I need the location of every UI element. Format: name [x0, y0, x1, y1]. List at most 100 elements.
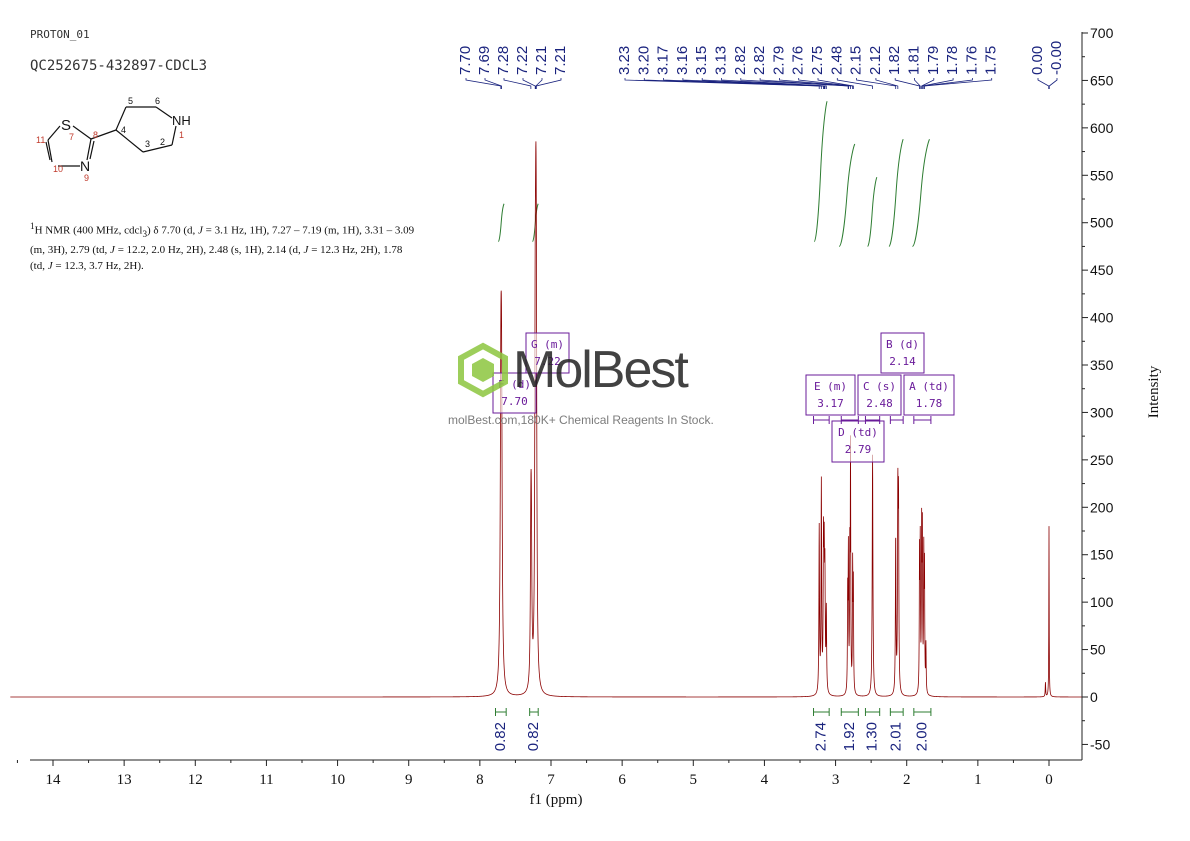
peak-leader-line	[798, 78, 854, 89]
atom-number-9: 9	[84, 173, 89, 183]
atom-number-5: 5	[128, 96, 133, 106]
desc-part-5: = 12.3 Hz, 2H), 1.78 (td,	[30, 243, 403, 272]
atom-number-4: 4	[121, 125, 126, 135]
peak-label: 2.76	[790, 46, 807, 75]
coupling-j: J	[303, 243, 309, 256]
peak-leader-line	[643, 78, 822, 89]
peak-label: 7.21	[533, 46, 550, 75]
y-tick-label: 700	[1090, 25, 1114, 41]
coupling-j: J	[110, 243, 115, 256]
x-tick-label: 8	[476, 772, 484, 788]
integral-value: 0.82	[492, 722, 509, 751]
integral-value: 2.00	[913, 722, 930, 751]
peak-leader-line	[836, 78, 873, 89]
multiplet-label: D (td)	[838, 426, 878, 439]
spectrum-line	[10, 141, 1082, 698]
y-tick-label: 400	[1090, 310, 1114, 326]
multiplet-ppm: 2.79	[845, 443, 872, 456]
peak-leader-line	[484, 78, 502, 89]
y-tick-label: 550	[1090, 167, 1114, 183]
desc-part-4: = 12.2, 2.0 Hz, 2H), 2.48 (s, 1H), 2.14 …	[114, 243, 304, 256]
multiplet-label: B (d)	[886, 338, 919, 351]
coupling-j: J	[198, 224, 203, 237]
peak-leader-line	[921, 78, 935, 89]
atom-numbers: 1 2 3 4 5 6 7 8 9 10 11	[36, 96, 184, 183]
peak-leader-line	[921, 78, 954, 89]
multiplet-box	[880, 332, 925, 374]
peak-leader-line	[923, 78, 973, 89]
x-tick-label: 12	[188, 772, 203, 788]
nmr-description: 1H NMR (400 MHz, cdcl3) δ 7.70 (d, J = 3…	[30, 218, 420, 274]
multiplet-ppm: 7.22	[534, 355, 561, 368]
multiplet-label: E (m)	[814, 380, 847, 393]
y-tick-label: -50	[1090, 736, 1110, 752]
peak-label: 0.00	[1029, 46, 1046, 75]
y-tick-label: 350	[1090, 357, 1114, 373]
watermark-tagline: molBest.com,180K+ Chemical Reagents In S…	[448, 413, 714, 427]
y-tick-label: 100	[1090, 594, 1114, 610]
integral-value: 1.92	[841, 722, 858, 751]
multiplet-ppm: 1.78	[916, 397, 943, 410]
x-axis-label: f1 (ppm)	[530, 792, 583, 808]
molecule-structure	[45, 106, 177, 167]
multiplet-label: A (td)	[909, 380, 949, 393]
integral-value: 2.01	[888, 722, 905, 751]
y-tick-label: 500	[1090, 215, 1114, 231]
y-tick-label: 0	[1090, 689, 1098, 705]
peak-label: 3.20	[635, 46, 652, 75]
peak-label: 7.22	[514, 46, 531, 75]
y-tick-label: 300	[1090, 404, 1114, 420]
atom-nh: NH	[172, 113, 191, 128]
y-axis: -50 0 50 100 150 200 250 300 350 400 450 500 550 600 6…	[1081, 25, 1114, 760]
atom-number-6: 6	[155, 96, 160, 106]
atom-number-2: 2	[160, 137, 165, 147]
peak-leader-line	[1048, 78, 1058, 89]
y-tick-label: 250	[1090, 452, 1114, 468]
peak-label: 7.70	[457, 46, 474, 75]
peak-label: 1.75	[983, 46, 1000, 75]
atom-number-3: 3	[145, 139, 150, 149]
peak-leader-line	[779, 78, 851, 89]
watermark: MolBest molBest.com,180K+ Chemical Reage…	[448, 340, 745, 435]
sample-code: QC252675-432897-CDCL3	[30, 58, 208, 74]
x-tick-label: 1	[974, 772, 982, 788]
peak-leader-line	[522, 78, 536, 89]
integral-curve	[813, 101, 828, 243]
multiplet-ppm: 3.17	[817, 397, 844, 410]
peak-label: 1.79	[925, 46, 942, 75]
peak-label: 1.76	[963, 46, 980, 75]
x-tick-label: 11	[259, 772, 273, 788]
x-tick-label: 13	[117, 772, 132, 788]
peak-labels: 7.70 7.69 7.28 7.22 7.21 7.21 3.23 3.20 3.17 3.16…	[457, 41, 1065, 89]
multiplet-box	[805, 374, 856, 416]
peak-leader-line	[1037, 78, 1050, 89]
integral-labels: 0.82 0.82 2.74 1.92 1.30 2.01 2.00	[492, 708, 932, 751]
integral-curve	[497, 203, 505, 243]
multiplet-box	[903, 374, 955, 416]
x-tick-label: 2	[903, 772, 911, 788]
desc-part-1: H NMR (400 MHz, cdcl	[34, 224, 143, 237]
x-tick-label: 5	[690, 772, 698, 788]
integral-curve	[838, 143, 856, 247]
multiplet-ppm: 7.70	[501, 395, 528, 408]
peak-leader-line	[465, 78, 502, 89]
integral-curve	[888, 139, 904, 247]
multiplet-label: C (s)	[863, 380, 896, 393]
peak-label: 2.15	[848, 46, 865, 75]
y-tick-label: 150	[1090, 547, 1114, 563]
peak-label: 2.12	[867, 46, 884, 75]
peak-leader-line	[503, 78, 532, 89]
atom-s: S	[61, 117, 71, 134]
integral-value: 1.30	[864, 722, 881, 751]
peak-label: 1.82	[886, 46, 903, 75]
y-tick-label: 200	[1090, 499, 1114, 515]
x-tick-label: 10	[330, 772, 345, 788]
atom-number-11: 11	[36, 135, 45, 145]
solvent-subscript: 3	[142, 228, 148, 239]
x-tick-label: 0	[1045, 772, 1053, 788]
multiplet-box	[492, 372, 537, 414]
peak-leader-line	[701, 78, 826, 89]
multiplet-box	[525, 332, 570, 374]
x-axis: 14 13 12 11 10 9 8 7 6 5 4 3 2 1 0	[16, 759, 1082, 788]
